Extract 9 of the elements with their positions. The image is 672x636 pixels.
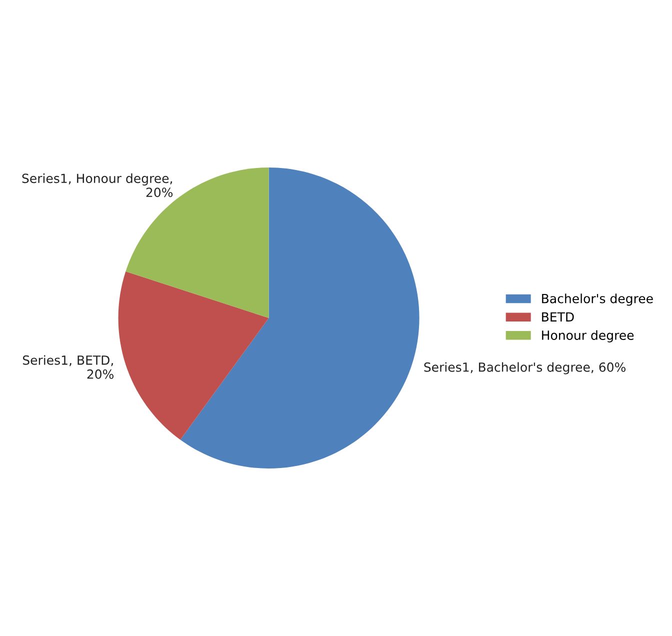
- data-label: Series1, Honour degree, 20%: [22, 173, 173, 198]
- pie-slice: [180, 167, 420, 469]
- legend-label: BETD: [542, 312, 574, 322]
- data-label: Series1, Bachelor's degree, 60%: [424, 362, 626, 374]
- data-label: Series1, BETD, 20%: [22, 355, 114, 379]
- legend-label: Bachelor's degree: [542, 294, 653, 306]
- pie-slice: [118, 271, 269, 440]
- legend-label: Honour degree: [542, 330, 634, 342]
- pie-slice: [126, 167, 269, 318]
